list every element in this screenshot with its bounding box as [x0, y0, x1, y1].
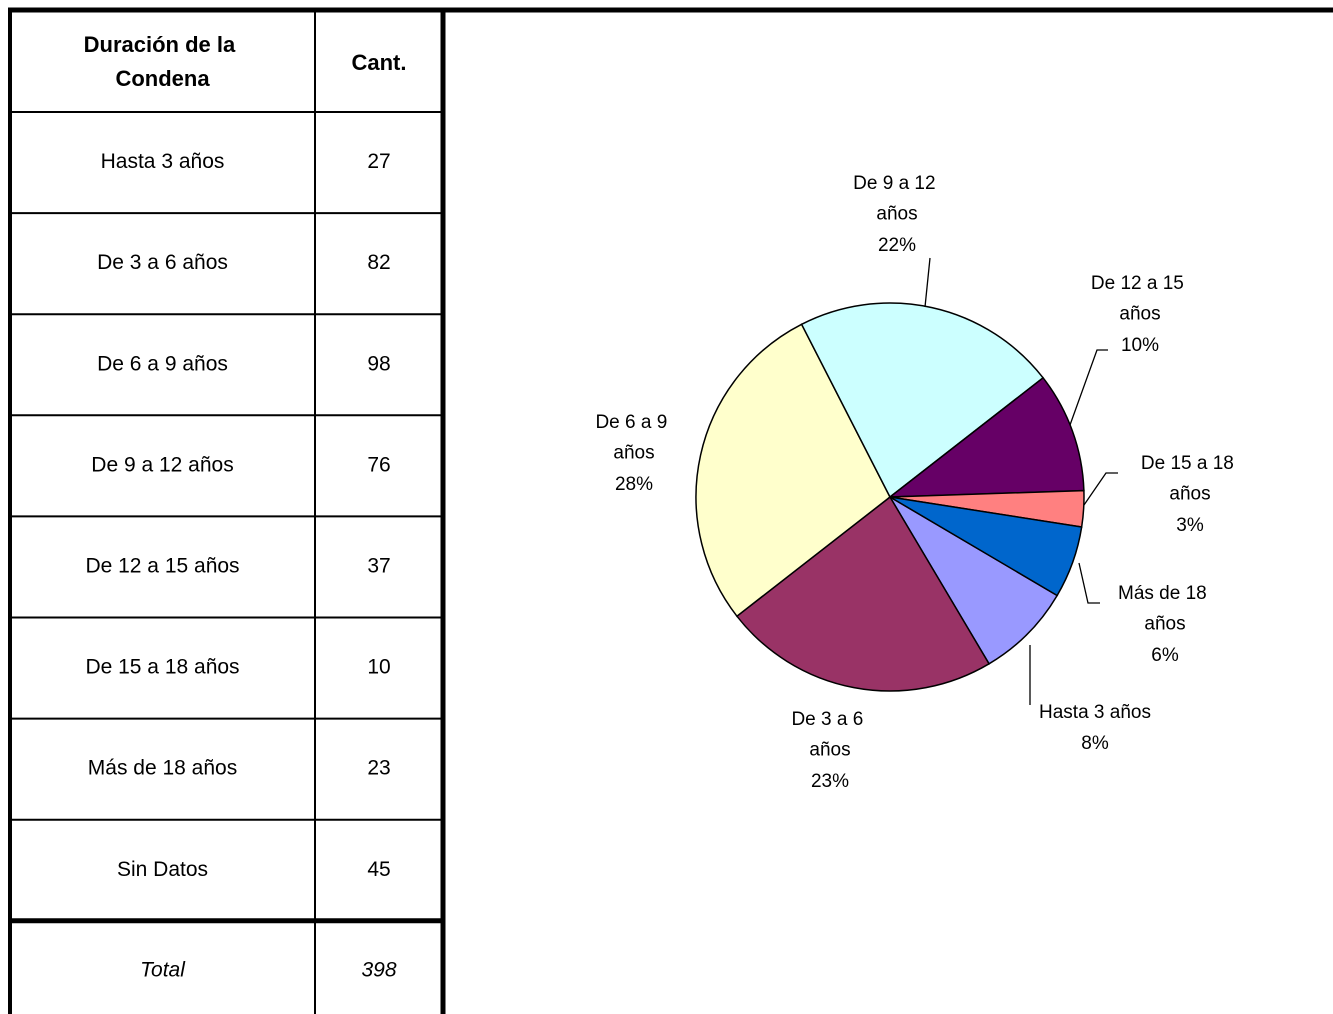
- row-label: Sin Datos: [117, 858, 208, 881]
- slice-label: Hasta 3 años: [1039, 702, 1151, 723]
- slice-label: Más de 18 años: [1118, 583, 1212, 635]
- label-line: años: [613, 443, 654, 464]
- header-cell: Duración de la Condena: [84, 32, 242, 91]
- slice-percent: 8%: [1081, 733, 1109, 754]
- pie-slice: [695, 323, 891, 618]
- slice-percent: 10%: [1121, 335, 1159, 356]
- row-value: 27: [367, 150, 390, 173]
- label-line: años: [1119, 304, 1160, 325]
- label-line: años: [876, 204, 917, 225]
- slice-percent: 3%: [1176, 515, 1204, 536]
- total-value: 398: [361, 958, 396, 981]
- label-line: años: [809, 740, 850, 761]
- header-cell: Cant.: [352, 50, 407, 75]
- label-line: De 12 a 15: [1091, 273, 1189, 294]
- label-line: años: [1144, 614, 1185, 635]
- slice-percent: 23%: [811, 771, 849, 792]
- label-line: De 3 a 6: [791, 709, 868, 730]
- header-line: Condena: [115, 66, 210, 91]
- slice-percent: 28%: [615, 474, 653, 495]
- row-value: 76: [367, 453, 390, 476]
- slice-percent: 22%: [878, 235, 916, 256]
- slice-percent: 6%: [1151, 645, 1179, 666]
- label-line: De 9 a 12: [853, 173, 941, 194]
- row-label: De 3 a 6 años: [97, 251, 228, 274]
- row-value: 23: [367, 757, 390, 780]
- pie-slice: [887, 376, 1085, 498]
- slice-label: De 3 a 6 años: [791, 709, 868, 761]
- slice-label: De 6 a 9 años: [595, 412, 672, 464]
- leader-line: [1078, 562, 1100, 604]
- label-line: De 6 a 9: [595, 412, 672, 433]
- pie-slice: [735, 495, 991, 692]
- pie-slice: [889, 496, 1083, 597]
- leader-line: [1083, 472, 1118, 506]
- row-value: 98: [367, 352, 390, 375]
- row-value: 82: [367, 251, 390, 274]
- slice-label: De 12 a 15 años: [1091, 273, 1189, 325]
- row-value: 37: [367, 554, 390, 577]
- header-line: Duración de la: [84, 32, 242, 57]
- row-label: De 9 a 12 años: [91, 453, 233, 476]
- leader-line: [1069, 349, 1108, 426]
- row-label: Hasta 3 años: [101, 150, 225, 173]
- slice-label: De 9 a 12 años: [853, 173, 941, 225]
- row-label: Más de 18 años: [88, 757, 237, 780]
- row-label: De 15 a 18 años: [85, 656, 239, 679]
- pie-slice: [800, 302, 1045, 499]
- row-label: De 12 a 15 años: [85, 554, 239, 577]
- row-value: 10: [367, 656, 390, 679]
- label-line: De 15 a 18: [1141, 453, 1239, 474]
- row-label: De 6 a 9 años: [97, 352, 228, 375]
- slice-label: De 15 a 18 años: [1141, 453, 1239, 505]
- pie-slice: [889, 496, 1059, 665]
- label-line: años: [1169, 484, 1210, 505]
- label-line: Más de 18: [1118, 583, 1212, 604]
- row-value: 45: [367, 858, 390, 881]
- leader-line: [924, 257, 931, 308]
- total-label: Total: [140, 958, 186, 981]
